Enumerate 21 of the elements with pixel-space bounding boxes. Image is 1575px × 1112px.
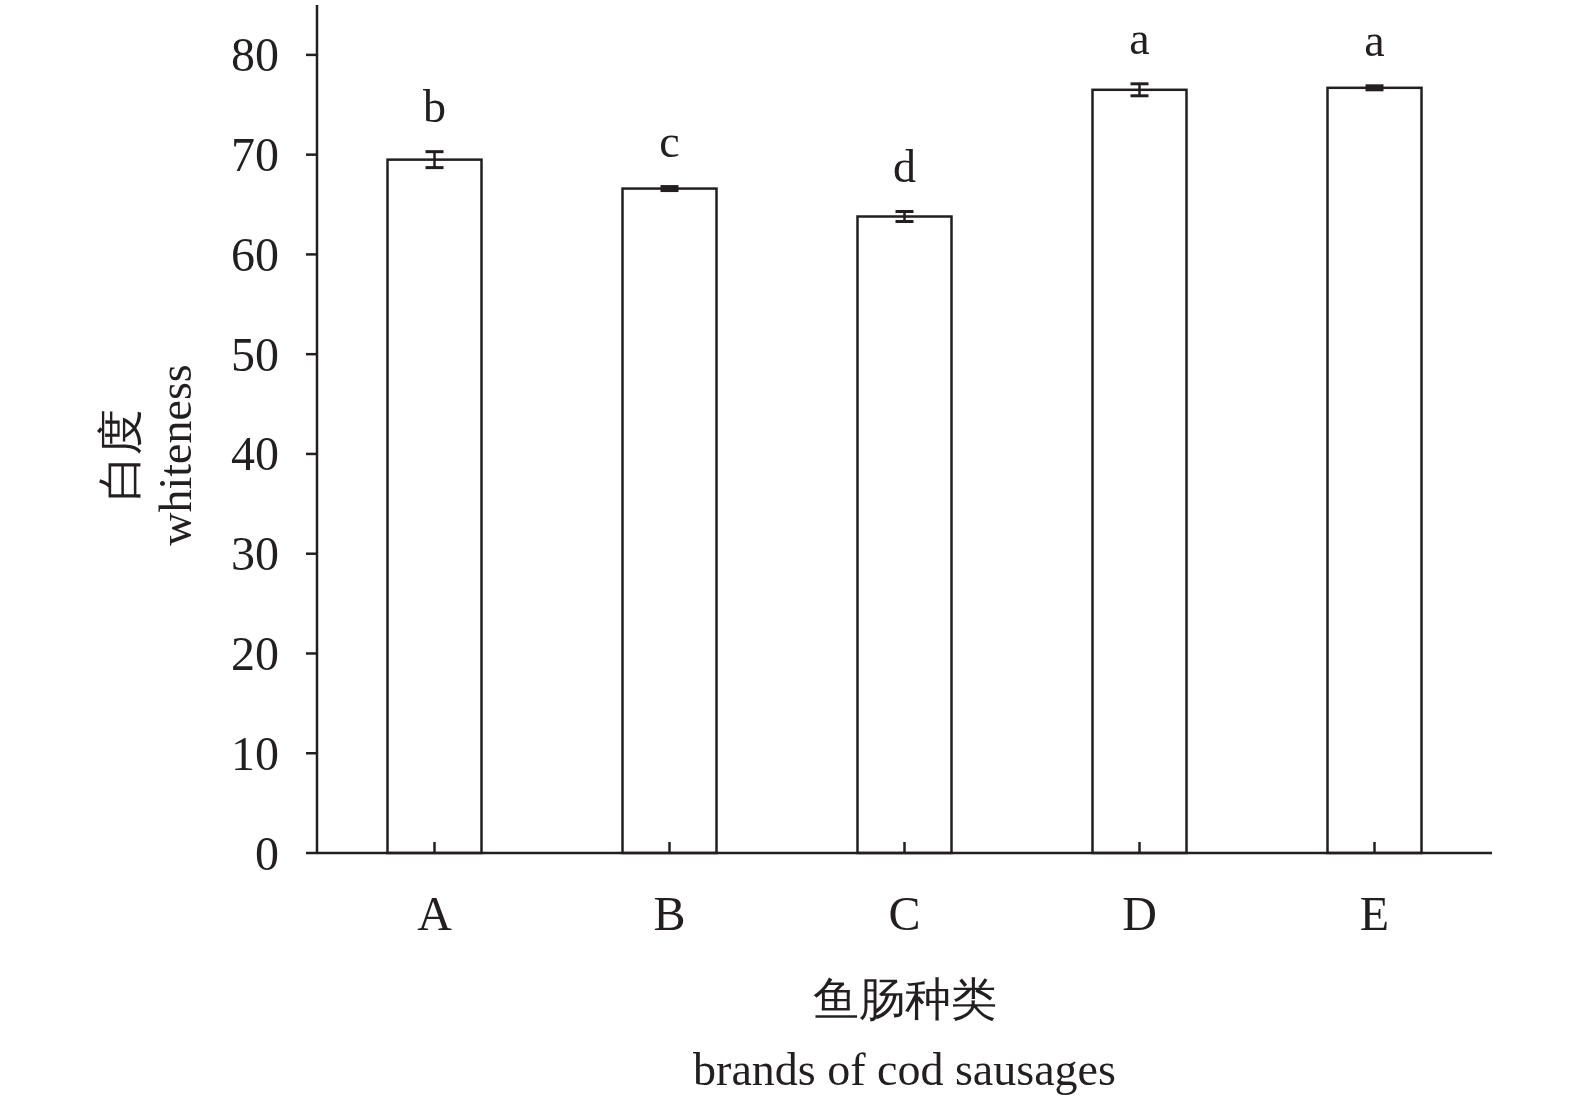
y-tick-label: 60	[231, 227, 279, 281]
y-tick-label: 0	[255, 826, 279, 880]
y-tick-label: 80	[231, 28, 279, 82]
x-tick-label: B	[653, 887, 686, 940]
y-axis-title: 白度 whiteness	[94, 364, 201, 546]
x-tick-label: A	[417, 887, 453, 940]
y-tick-label: 50	[231, 327, 279, 381]
x-axis-title: 鱼肠种类 brands of cod sausages	[693, 974, 1116, 1095]
annotation: b	[423, 80, 446, 132]
y-tick-label: 20	[231, 626, 279, 680]
y-tick-label: 30	[231, 527, 279, 581]
annotation: d	[893, 140, 916, 192]
annotation: a	[1364, 14, 1385, 66]
y-tick-label: 40	[231, 427, 279, 481]
annotation: a	[1129, 12, 1150, 64]
y-tick-label: 70	[231, 128, 279, 182]
x-tick-label: E	[1359, 887, 1390, 940]
x-tick-label: C	[888, 887, 921, 940]
y-tick-label: 10	[231, 726, 279, 780]
annotation: c	[659, 115, 680, 167]
x-tick-label: D	[1122, 887, 1157, 940]
